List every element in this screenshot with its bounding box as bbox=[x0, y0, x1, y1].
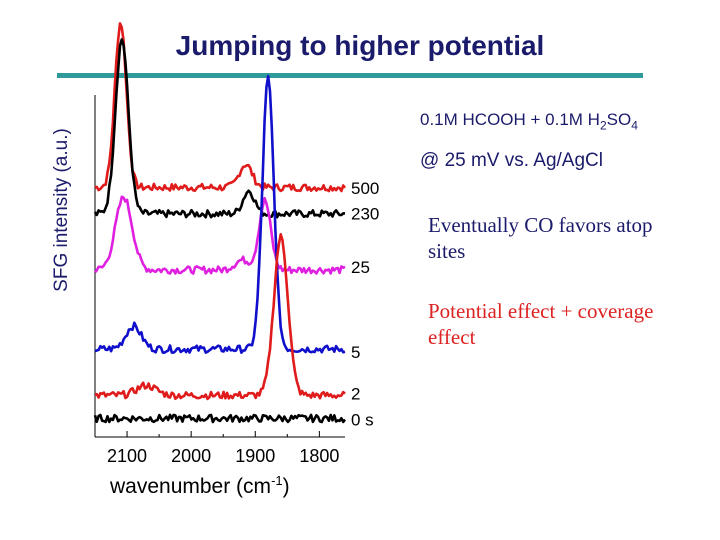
x-axis-label-text: wavenumber (cm bbox=[110, 475, 272, 498]
x-tick-label: 1800 bbox=[299, 446, 339, 466]
x-axis-label: wavenumber (cm-1) bbox=[110, 473, 290, 499]
series-label-1: 500 bbox=[351, 179, 379, 198]
title-rule bbox=[57, 73, 643, 78]
electrolyte-sub-1: 2 bbox=[599, 118, 607, 133]
series-label-2: 230 bbox=[351, 204, 379, 223]
note-co-atop: Eventually CO favors atop sites bbox=[428, 213, 653, 263]
x-tick-label: 2100 bbox=[107, 446, 147, 466]
spectrum-line-5 bbox=[94, 233, 346, 401]
electrolyte-text-so: SO bbox=[606, 110, 632, 129]
x-tick-label: 1900 bbox=[235, 446, 275, 466]
spectrum-line-3 bbox=[94, 195, 346, 275]
x-axis-label-exponent: -1 bbox=[271, 473, 283, 488]
electrolyte-sub-2: 4 bbox=[631, 118, 638, 133]
spectrum-line-1 bbox=[94, 22, 347, 193]
slide-title: Jumping to higher potential bbox=[175, 30, 545, 61]
electrolyte-text: 0.1M HCOOH + 0.1M H bbox=[420, 110, 600, 129]
series-label-4: 5 bbox=[351, 343, 360, 362]
spectrum-line-2 bbox=[93, 38, 346, 219]
x-tick-label: 2000 bbox=[171, 446, 211, 466]
series-label-3: 25 bbox=[351, 258, 370, 277]
potential-label: @ 25 mV vs. Ag/AgCl bbox=[420, 150, 603, 171]
electrolyte-label: 0.1M HCOOH + 0.1M H2SO4 bbox=[420, 110, 638, 132]
spectrum-line-6 bbox=[93, 413, 347, 424]
series-label-6: 0 s bbox=[351, 411, 374, 430]
series-label-5: 2 bbox=[351, 385, 360, 404]
x-axis-label-close: ) bbox=[282, 475, 290, 498]
note-potential-coverage: Potential effect + coverage effect bbox=[428, 299, 654, 349]
spectrum-line-4 bbox=[94, 74, 346, 354]
